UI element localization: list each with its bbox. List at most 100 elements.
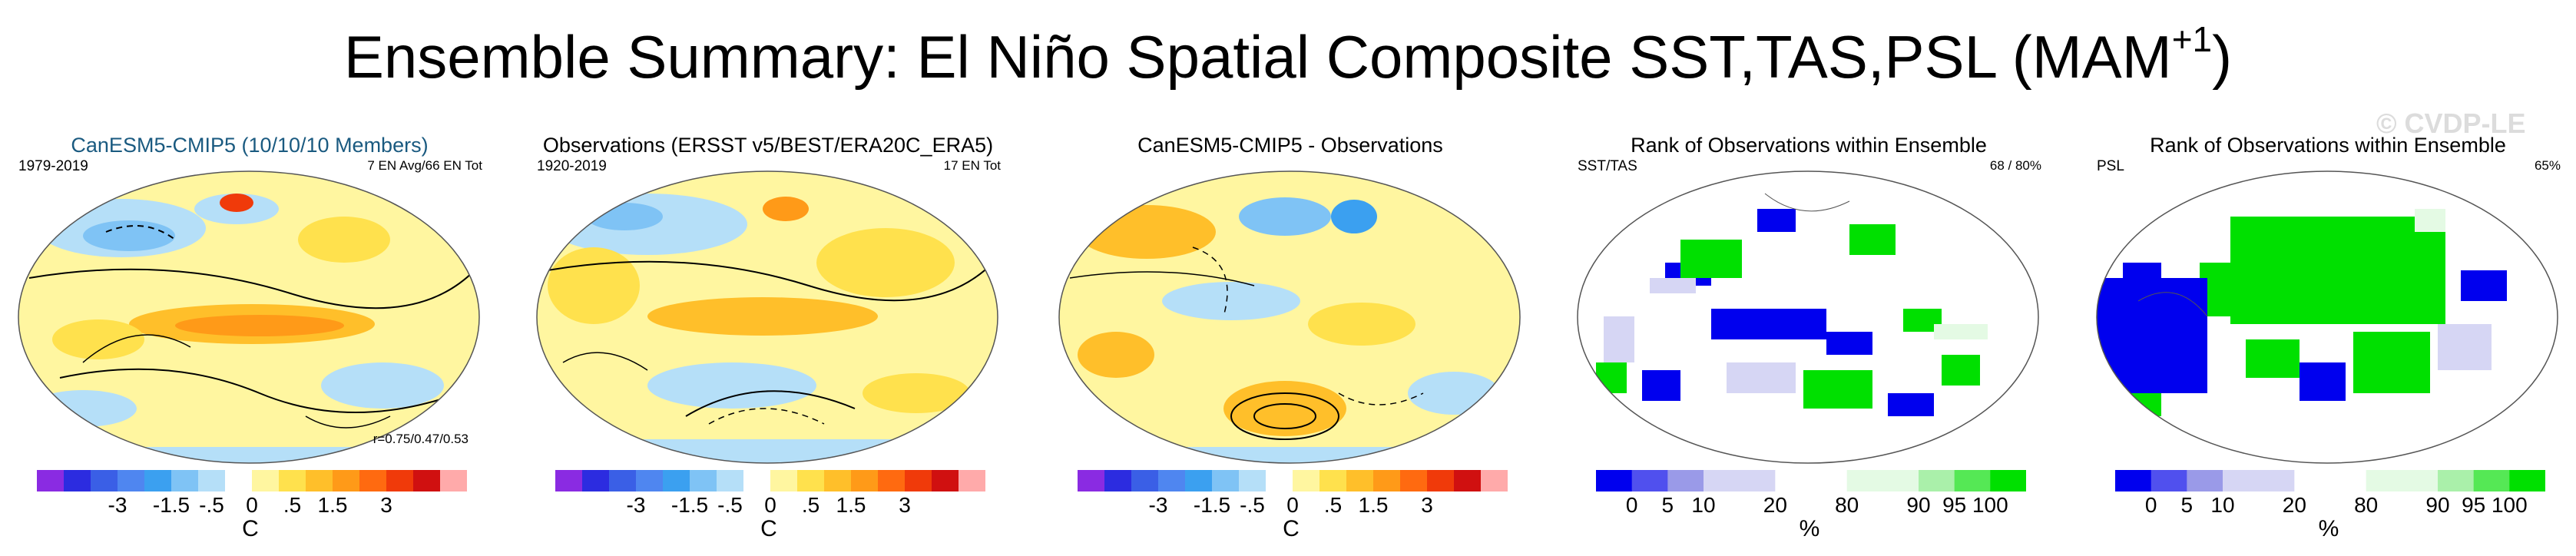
colorbar-tick-label: 0 bbox=[1286, 493, 1299, 517]
colorbar-swatch bbox=[1427, 470, 1455, 491]
colorbar-swatch bbox=[1882, 470, 1919, 491]
colorbar-swatch bbox=[1373, 470, 1401, 491]
colorbar bbox=[1596, 470, 2026, 491]
colorbar-tick-label: -3 bbox=[626, 493, 646, 517]
colorbar-tick-label: .5 bbox=[801, 493, 820, 517]
map-sst-model bbox=[18, 170, 480, 464]
colorbar-tick-label: -.5 bbox=[1240, 493, 1265, 517]
map-rank-sst-tas bbox=[1577, 170, 2039, 464]
colorbar-tick-label: 1.5 bbox=[836, 493, 866, 517]
colorbar-swatch bbox=[717, 470, 744, 491]
colorbar-swatch bbox=[279, 470, 306, 491]
colorbar-swatch bbox=[1293, 470, 1320, 491]
colorbar-tick-label: 5 bbox=[2180, 493, 2194, 517]
colorbar-tick-label: -1.5 bbox=[152, 493, 190, 517]
panel-percent: 68 / 80% bbox=[1989, 158, 2041, 173]
colorbar-swatch bbox=[1185, 470, 1213, 491]
colorbar-tick-label: 90 bbox=[2425, 493, 2450, 517]
colorbar-swatch bbox=[37, 470, 65, 491]
colorbar-swatch bbox=[1158, 470, 1186, 491]
panel-model: CanESM5-CMIP5 (10/10/10 Members) 1979-20… bbox=[8, 131, 492, 545]
colorbar-swatch bbox=[1846, 470, 1883, 491]
colorbar-swatch bbox=[1454, 470, 1482, 491]
colorbar-swatch bbox=[2223, 470, 2260, 491]
colorbar-swatch bbox=[824, 470, 852, 491]
colorbar bbox=[37, 470, 467, 491]
panel-title: Observations (ERSST v5/BEST/ERA20C_ERA5) bbox=[542, 134, 994, 157]
panel-title: CanESM5-CMIP5 (10/10/10 Members) bbox=[71, 134, 429, 157]
panel-years: 1920-2019 bbox=[537, 158, 607, 174]
colorbar-swatch bbox=[1078, 470, 1105, 491]
colorbar-ticks: -3 -1.5 -.5 0 .5 1.5 3 bbox=[1048, 493, 1532, 524]
colorbar-swatch bbox=[2258, 470, 2295, 491]
colorbar-swatch bbox=[2509, 470, 2545, 491]
colorbar-tick-label: 100 bbox=[1972, 493, 2008, 517]
colorbar-swatch bbox=[1400, 470, 1428, 491]
colorbar-swatch bbox=[144, 470, 172, 491]
panel-variable: SST/TAS bbox=[1578, 158, 1637, 174]
colorbar-tick-label: 20 bbox=[1763, 493, 1787, 517]
colorbar-tick-label: -1.5 bbox=[1193, 493, 1231, 517]
colorbar-swatch bbox=[1704, 470, 1740, 491]
colorbar-tick-label: -1.5 bbox=[670, 493, 709, 517]
colorbar-swatch bbox=[851, 470, 879, 491]
colorbar-swatch bbox=[1775, 470, 1812, 491]
colorbar-unit: C bbox=[1283, 516, 1300, 541]
colorbar-swatch bbox=[1104, 470, 1132, 491]
colorbar-swatch bbox=[878, 470, 906, 491]
colorbar-unit: % bbox=[2318, 516, 2339, 541]
colorbar-swatch bbox=[171, 470, 199, 491]
colorbar-swatch bbox=[118, 470, 145, 491]
panel-title: CanESM5-CMIP5 - Observations bbox=[1137, 134, 1443, 157]
colorbar-swatch bbox=[1990, 470, 2026, 491]
colorbar bbox=[2115, 470, 2545, 491]
colorbar-tick-label: -3 bbox=[1148, 493, 1168, 517]
correlation-label: r=0.75/0.47/0.53 bbox=[372, 432, 469, 446]
colorbar-tick-label: -.5 bbox=[717, 493, 743, 517]
panel-difference: CanESM5-CMIP5 - Observations -3 -1.5 -.5 0.… bbox=[1048, 131, 1532, 545]
panel-count: 7 EN Avg/66 EN Tot bbox=[367, 158, 482, 173]
colorbar-swatch bbox=[1667, 470, 1704, 491]
colorbar-swatch bbox=[905, 470, 932, 491]
colorbar-swatch bbox=[636, 470, 664, 491]
colorbar-tick-label: 100 bbox=[2491, 493, 2528, 517]
colorbar-tick-label: .5 bbox=[1323, 493, 1343, 517]
panel-variable: PSL bbox=[2097, 158, 2124, 174]
colorbar-unit: C bbox=[242, 516, 259, 541]
colorbar-swatch bbox=[555, 470, 583, 491]
colorbar-tick-label: 20 bbox=[2282, 493, 2306, 517]
colorbar-swatch bbox=[359, 470, 387, 491]
colorbar-ticks: 0 5 10 20 80 90 95 100 bbox=[1567, 493, 2051, 524]
colorbar-tick-label: 95 bbox=[1942, 493, 1967, 517]
colorbar-tick-label: 0 bbox=[2144, 493, 2157, 517]
watermark: © CVDP-LE bbox=[2376, 108, 2526, 139]
colorbar-ticks: -3 -1.5 -.5 0 .5 1.5 3 bbox=[526, 493, 1010, 524]
colorbar-swatch bbox=[1212, 470, 1240, 491]
colorbar-swatch bbox=[198, 470, 226, 491]
colorbar-swatch bbox=[690, 470, 717, 491]
colorbar-swatch bbox=[2187, 470, 2223, 491]
colorbar-swatch bbox=[932, 470, 959, 491]
colorbar-swatch bbox=[1319, 470, 1347, 491]
colorbar-swatch bbox=[91, 470, 118, 491]
colorbar-tick-label: -3 bbox=[108, 493, 127, 517]
colorbar-swatch bbox=[1239, 470, 1266, 491]
colorbar-swatch bbox=[2151, 470, 2187, 491]
colorbar-unit: C bbox=[760, 516, 777, 541]
panel-count: 17 EN Tot bbox=[943, 158, 1001, 173]
colorbar-swatch bbox=[1631, 470, 1668, 491]
colorbar-swatch bbox=[64, 470, 91, 491]
colorbar-tick-label: 0 bbox=[1625, 493, 1638, 517]
colorbar-unit: % bbox=[1799, 516, 1820, 541]
colorbar-swatch bbox=[1739, 470, 1776, 491]
colorbar-swatch bbox=[2366, 470, 2402, 491]
colorbar-tick-label: 80 bbox=[2354, 493, 2379, 517]
colorbar bbox=[1078, 470, 1508, 491]
panel-rank-psl: Rank of Observations within Ensemble PSL… bbox=[2086, 131, 2570, 545]
panel-years: 1979-2019 bbox=[18, 158, 88, 174]
colorbar-swatch bbox=[2402, 470, 2439, 491]
colorbar-swatch bbox=[743, 470, 771, 491]
colorbar-tick-label: .5 bbox=[283, 493, 302, 517]
colorbar-swatch bbox=[333, 470, 360, 491]
colorbar-tick-label: 10 bbox=[2210, 493, 2235, 517]
